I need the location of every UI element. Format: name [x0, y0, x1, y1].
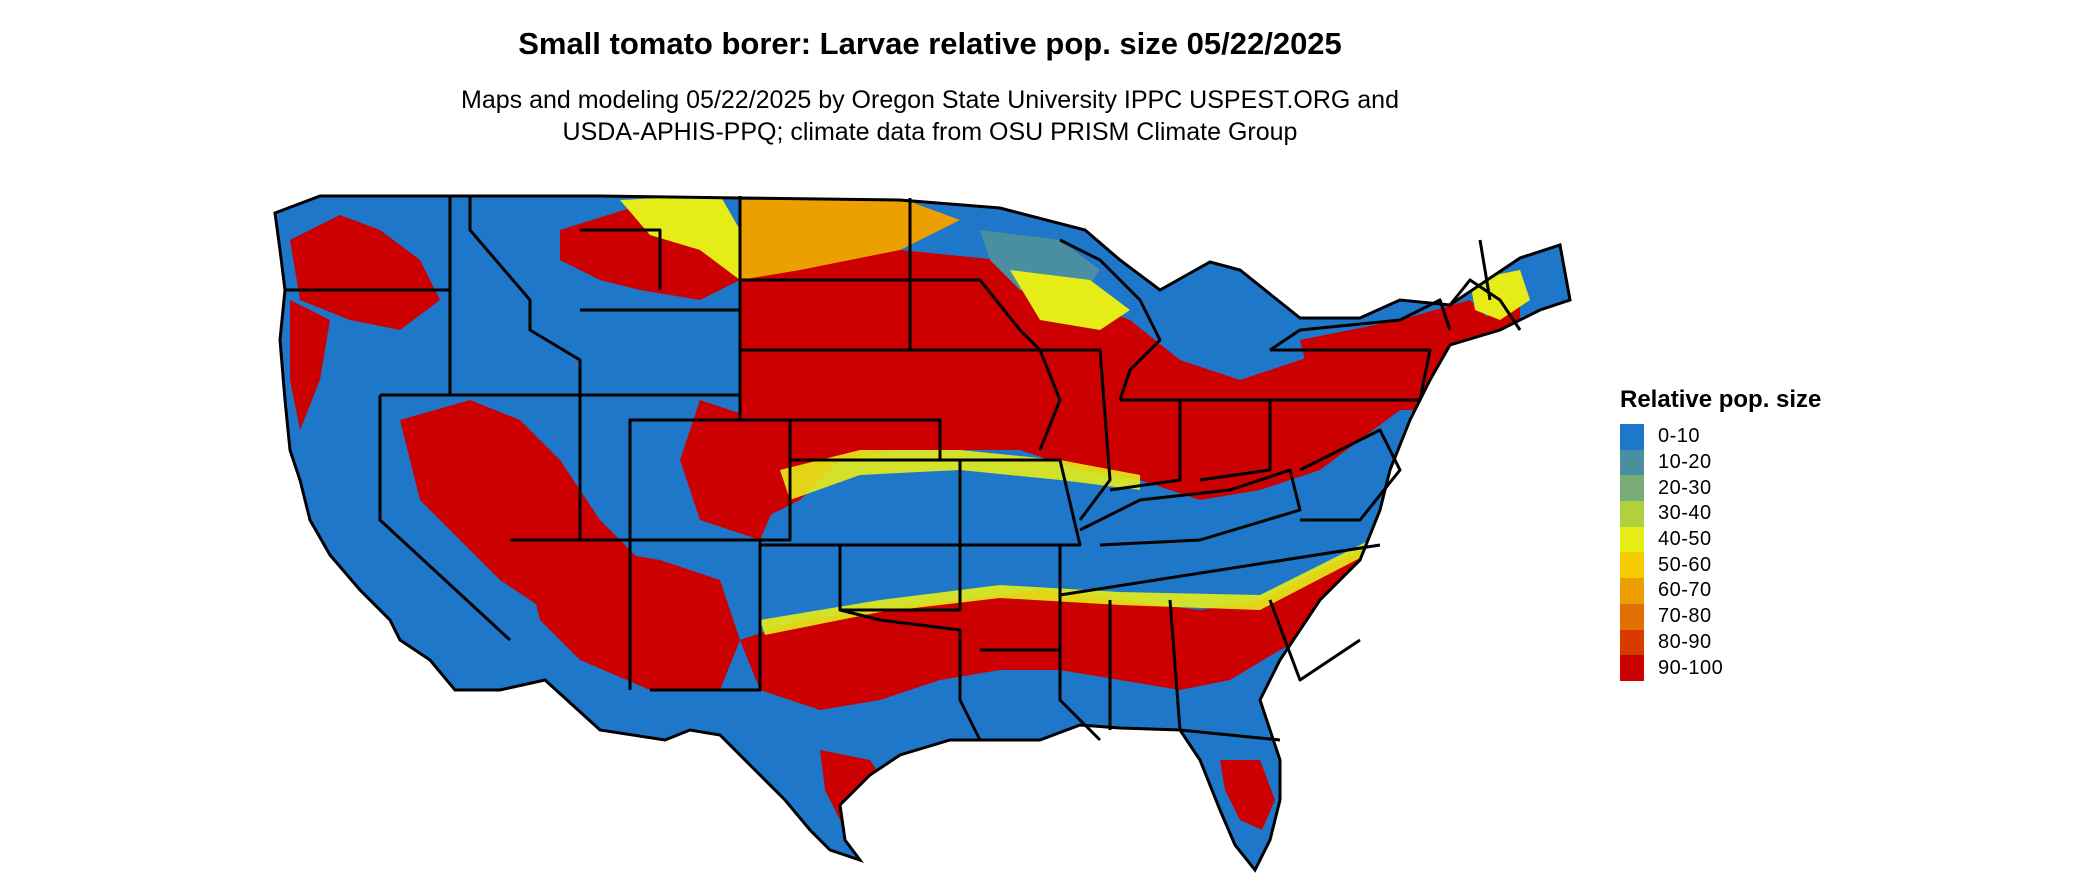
legend-items: 0-10 10-20 20-30 30-40 40-50 50-60 60-70 70-80 8… — [1620, 424, 1821, 681]
legend-swatch — [1620, 526, 1644, 553]
legend-label: 90-100 — [1658, 656, 1724, 679]
zone-central-yellow-band — [780, 450, 1140, 500]
legend-label: 70-80 — [1658, 605, 1712, 628]
legend-swatch — [1620, 578, 1644, 604]
legend-item: 0-10 — [1620, 424, 1821, 450]
nebraska-border — [738, 350, 942, 460]
california-nevada-border — [378, 395, 512, 642]
legend-label: 40-50 — [1658, 528, 1712, 551]
georgia-carolina-borders — [1179, 599, 1361, 742]
zone-dakotas-orange — [740, 198, 960, 280]
legend-label: 50-60 — [1658, 553, 1712, 576]
legend-swatch — [1620, 501, 1644, 527]
legend-label: 80-90 — [1658, 630, 1712, 653]
zone-florida-high — [1220, 760, 1275, 830]
illinois-border — [1040, 348, 1112, 521]
legend-swatch — [1620, 449, 1644, 476]
legend-item: 20-30 — [1620, 475, 1821, 502]
indiana-border — [1109, 398, 1182, 492]
legend: Relative pop. size 0-10 10-20 20-30 30-40 40… — [1620, 386, 1821, 681]
zone-pacific-northwest-high — [290, 215, 440, 330]
legend-item: 40-50 — [1620, 526, 1821, 553]
legend-swatch — [1620, 655, 1644, 681]
legend-swatch — [1620, 424, 1644, 450]
tennessee-south-border — [1059, 543, 1381, 597]
legend-label: 60-70 — [1658, 579, 1712, 602]
south-dakota-border — [740, 278, 912, 352]
legend-swatch — [1620, 552, 1644, 579]
legend-item: 70-80 — [1620, 603, 1821, 630]
pennsylvania-border — [1270, 348, 1432, 402]
subtitle-line-1: Maps and modeling 05/22/2025 by Oregon S… — [461, 86, 1399, 114]
legend-item: 30-40 — [1620, 501, 1821, 527]
zone-southern-belt-high — [740, 540, 1390, 710]
idaho-montana-border — [468, 196, 582, 395]
oregon-border — [285, 288, 452, 397]
legend-item: 50-60 — [1620, 552, 1821, 579]
michigan-wisconsin-border — [1059, 238, 1162, 401]
legend-title: Relative pop. size — [1620, 386, 1822, 413]
legend-label: 20-30 — [1658, 476, 1712, 499]
map-heat-layer — [290, 196, 1530, 845]
texas-east-border — [839, 608, 982, 741]
zone-north-central-high — [740, 250, 1520, 520]
legend-swatch — [1620, 475, 1644, 502]
deep-south-borders — [1058, 599, 1182, 731]
new-york-border — [1269, 298, 1452, 352]
legend-swatch — [1620, 629, 1644, 656]
virginia-border — [1299, 428, 1402, 522]
montana-inner-border — [580, 228, 662, 290]
zone-california-high — [290, 300, 330, 430]
legend-item: 60-70 — [1620, 578, 1821, 604]
zone-upper-plains-yellow — [620, 196, 740, 280]
legend-item: 90-100 — [1620, 655, 1821, 681]
zone-colorado-high — [680, 400, 790, 540]
legend-swatch — [1620, 603, 1644, 630]
iowa-border — [910, 348, 1062, 451]
new-england-borders — [1448, 239, 1522, 331]
ohio-border — [1180, 398, 1272, 482]
legend-item: 80-90 — [1620, 629, 1821, 656]
four-corners-border — [510, 538, 762, 692]
legend-label: 30-40 — [1658, 502, 1712, 525]
zone-great-lakes-yellow — [1010, 270, 1130, 330]
us-population-map — [273, 194, 1572, 872]
subtitle-line-2: USDA-APHIS-PPQ; climate data from OSU PR… — [562, 118, 1298, 146]
legend-label: 10-20 — [1658, 451, 1712, 474]
state-borders — [285, 196, 1522, 742]
legend-label: 0-10 — [1658, 425, 1701, 448]
minnesota-border — [908, 198, 1042, 352]
oklahoma-border — [760, 543, 962, 612]
legend-item: 10-20 — [1620, 449, 1821, 476]
colorado-border — [628, 418, 792, 542]
kentucky-border — [1079, 468, 1302, 547]
map-subtitle: Maps and modeling 05/22/2025 by Oregon S… — [0, 84, 1860, 148]
map-title: Small tomato borer: Larvae relative pop.… — [518, 26, 1342, 61]
